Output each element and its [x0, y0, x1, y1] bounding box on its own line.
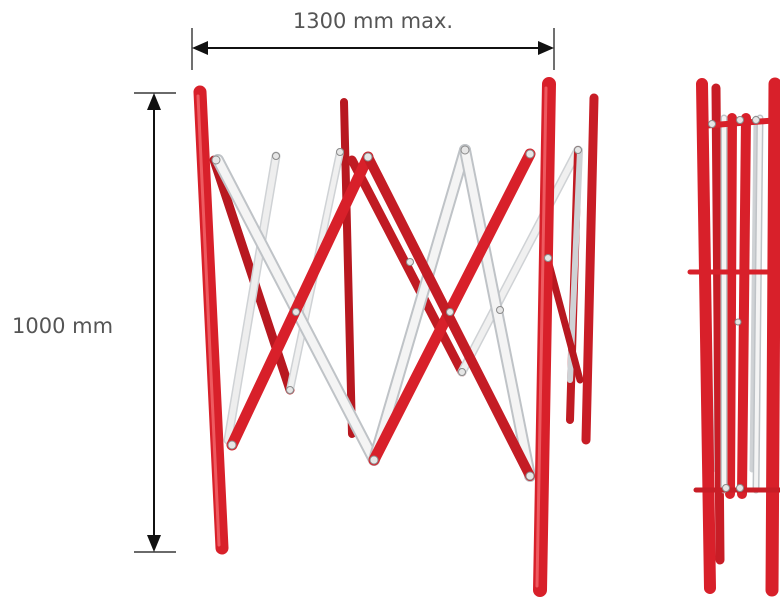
height-label: 1000 mm	[12, 314, 113, 338]
scissor-bars-back	[209, 145, 584, 445]
pole-front-right	[533, 77, 556, 597]
height-arrowhead-bottom	[147, 535, 161, 552]
folded-pole-1	[696, 78, 716, 594]
width-dimension: 1300 mm max.	[191, 9, 555, 70]
hinge-rivets	[211, 145, 582, 481]
pole-front-right-highlight	[535, 86, 548, 588]
pole-front-left-highlight	[196, 94, 221, 547]
folded-pole-2	[711, 83, 725, 565]
width-arrowhead-right	[538, 41, 554, 55]
width-arrowhead-left	[192, 41, 208, 55]
pole-front-left	[193, 85, 229, 555]
height-arrowhead-top	[147, 93, 161, 110]
barrier-folded	[687, 77, 780, 597]
folded-pole-3	[725, 113, 737, 499]
width-label: 1300 mm max.	[293, 9, 453, 33]
folded-pole-4	[737, 113, 751, 499]
pole-back-right	[581, 93, 599, 445]
barrier-expanded	[193, 77, 599, 597]
pole-back-left	[340, 98, 356, 438]
height-dimension: 1000 mm	[12, 92, 176, 553]
folded-pole-5	[765, 77, 780, 597]
scissor-bars-red-front	[226, 148, 536, 481]
